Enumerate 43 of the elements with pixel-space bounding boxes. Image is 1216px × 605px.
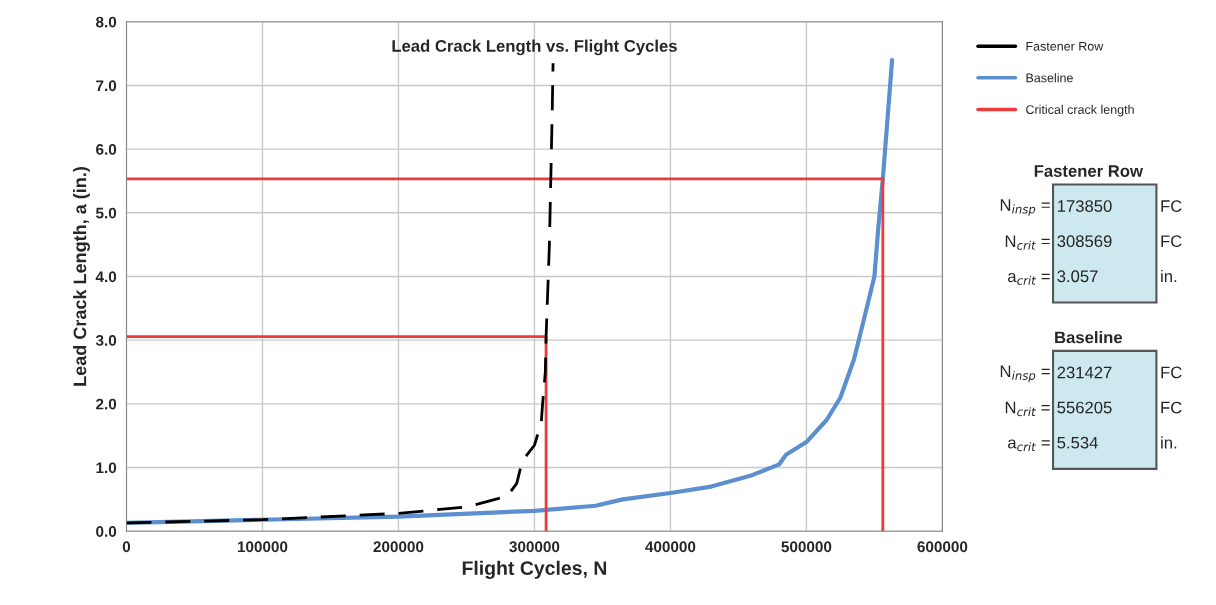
x-tick-label: 200000: [373, 541, 424, 553]
x-tick-label: 0: [122, 541, 131, 553]
y-tick-label: 3.0: [95, 335, 117, 346]
text: Lead Crack Length vs. Flight Cycles: [392, 39, 677, 56]
y-tick-label: 0.0: [96, 526, 117, 537]
text: in.: [1161, 436, 1177, 449]
y-tick-label: 2.0: [96, 398, 117, 410]
text: 3.057: [1057, 270, 1098, 283]
text: 231427: [1057, 366, 1112, 379]
text: FC: [1161, 200, 1182, 212]
text: N$_{crit}$ =: [1005, 401, 1050, 417]
y-tick-label: 5.0: [95, 207, 117, 219]
x-tick-label: 500000: [781, 541, 832, 553]
text: N$_{insp}$ =: [1000, 199, 1050, 216]
y-tick-label: 7.0: [96, 80, 117, 92]
text: 5.534: [1057, 436, 1098, 449]
legend-label: Baseline: [1026, 73, 1073, 83]
text: FC: [1161, 235, 1182, 248]
text: 308569: [1057, 235, 1112, 248]
x-tick-label: 600000: [917, 541, 968, 553]
x-tick-label: 400000: [645, 541, 696, 553]
x-axis-title: Flight Cycles, N: [462, 560, 607, 579]
text: N$_{insp}$ =: [1000, 365, 1050, 383]
y-axis-title: Lead Crack Length, a (in.): [73, 167, 90, 386]
text: 173850: [1057, 200, 1112, 212]
text: a$_{crit}$ =: [1008, 273, 1050, 285]
legend-label: Fastener Row: [1026, 41, 1104, 51]
text: in.: [1161, 269, 1177, 282]
y-tick-label: 6.0: [96, 144, 117, 155]
text: Baseline: [1055, 331, 1123, 344]
text: Fastener Row: [1034, 165, 1143, 177]
x-tick-label: 100000: [237, 541, 288, 553]
y-tick-label: 8.0: [95, 16, 117, 28]
legend-label: Critical crack length: [1026, 104, 1134, 117]
x-tick-label: 300000: [509, 541, 560, 553]
text: 556205: [1057, 401, 1112, 414]
text: FC: [1161, 401, 1182, 414]
text: FC: [1161, 366, 1182, 379]
line-series: [126, 61, 555, 525]
y-tick-label: 1.0: [96, 462, 117, 474]
text: a$_{crit}$ =: [1008, 439, 1050, 452]
y-tick-label: 4.0: [95, 271, 117, 283]
text: N$_{crit}$ =: [1005, 235, 1050, 250]
